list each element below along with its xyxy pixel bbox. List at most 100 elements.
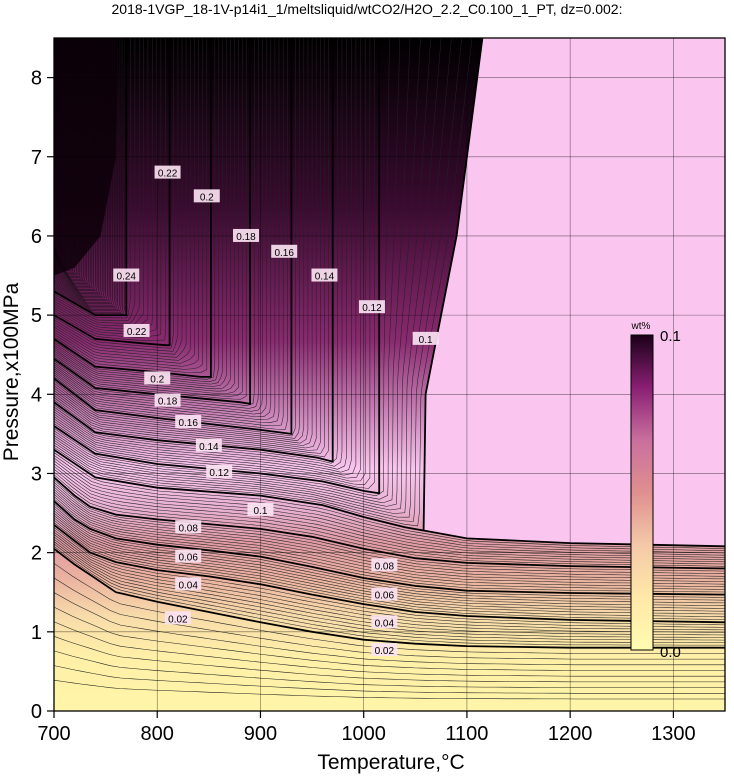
minor-contour	[54, 38, 162, 338]
minor-contour	[54, 38, 216, 380]
minor-contour	[54, 38, 166, 341]
svg-text:0.1: 0.1	[254, 506, 268, 517]
minor-contour	[54, 38, 305, 442]
x-tick-label: 1000	[341, 723, 386, 745]
svg-text:0.08: 0.08	[375, 561, 395, 572]
minor-contour	[54, 606, 725, 671]
minor-contour	[54, 463, 725, 558]
minor-contour	[54, 38, 220, 382]
major-contour-0.22	[54, 38, 171, 347]
contour-label-0.04: 0.04	[175, 577, 202, 591]
minor-contour	[54, 38, 247, 400]
minor-contour	[54, 38, 473, 527]
minor-contour	[54, 529, 725, 628]
minor-contour	[54, 38, 223, 385]
y-tick-label: 1	[31, 622, 42, 644]
minor-contour	[54, 452, 725, 549]
minor-contour	[54, 496, 725, 590]
svg-text:0.24: 0.24	[117, 272, 137, 283]
contour-label-0.04: 0.04	[371, 615, 398, 629]
minor-contour	[54, 38, 375, 489]
svg-text:0.16: 0.16	[274, 248, 294, 259]
x-tick-label: 900	[244, 723, 277, 745]
svg-text:0.2: 0.2	[150, 374, 164, 385]
plot-area: 0.02 0.02 0.04 0.04 0.06 0.06 0.08 0.08 0.1 0.1 0.…	[54, 38, 725, 711]
contour-label-0.24: 0.24	[113, 268, 140, 283]
minor-contour	[54, 592, 725, 666]
minor-contour	[54, 38, 157, 335]
contour-label-0.08: 0.08	[371, 558, 398, 572]
minor-contour	[54, 38, 411, 504]
minor-contour	[54, 38, 149, 330]
minor-contour	[54, 38, 120, 310]
y-tick-label: 2	[31, 543, 42, 565]
minor-contour	[54, 38, 174, 349]
minor-contour	[54, 38, 432, 511]
minor-contour	[54, 498, 725, 593]
minor-contour	[54, 38, 442, 514]
minor-contour	[54, 38, 361, 479]
contour-label-0.22: 0.22	[123, 323, 150, 338]
minor-contour	[54, 457, 725, 554]
minor-contour	[54, 38, 321, 451]
contour-label-0.1: 0.1	[247, 502, 274, 517]
svg-text:0.22: 0.22	[127, 327, 147, 338]
major-contour-0.12	[54, 38, 381, 495]
contour-label-0.18: 0.18	[154, 393, 181, 408]
minor-contour	[54, 38, 259, 409]
contour-label-0.18: 0.18	[233, 228, 260, 243]
minor-contour	[54, 38, 284, 427]
contour-label-0.12: 0.12	[358, 300, 385, 314]
minor-contour	[54, 522, 725, 620]
minor-contour	[54, 527, 725, 626]
minor-contour	[54, 38, 329, 458]
minor-contour	[54, 38, 231, 390]
minor-contour	[54, 38, 288, 430]
minor-contour	[54, 38, 255, 406]
minor-contour	[54, 38, 187, 358]
minor-contour	[54, 38, 390, 497]
colorbar-unit: wt%	[631, 321, 651, 332]
minor-contour	[54, 636, 725, 683]
svg-text:0.02: 0.02	[375, 646, 395, 657]
y-axis: 0 1 2 3 4 5 6 7 8	[31, 68, 54, 723]
major-contour-0.18	[54, 38, 251, 405]
contour-label-0.16: 0.16	[175, 415, 202, 429]
minor-contour	[54, 679, 725, 700]
minor-contour	[54, 38, 227, 387]
x-axis: 700 800 900 1000 1100 1200 1300	[37, 711, 696, 745]
chart-title: 2018-1VGP_18-1V-p14i1_1/meltsliquid/wtCO…	[112, 1, 623, 17]
contour-label-0.06: 0.06	[175, 549, 202, 564]
x-axis-label: Temperature,°C	[317, 751, 464, 774]
y-axis-label: Pressure,x100MPa	[0, 282, 23, 461]
svg-text:0.12: 0.12	[362, 303, 382, 314]
minor-contour	[54, 38, 463, 522]
colorbar-min-label: 0.0	[660, 644, 681, 661]
plot-frame	[53, 37, 726, 712]
minor-contour	[54, 38, 280, 423]
minor-contour	[54, 38, 208, 373]
minor-contour	[54, 493, 725, 588]
x-tick-label: 800	[141, 723, 174, 745]
x-tick-label: 700	[37, 723, 70, 745]
svg-text:0.18: 0.18	[158, 397, 178, 408]
y-tick-label: 3	[31, 463, 42, 485]
minor-contour	[54, 38, 366, 482]
contour-label-0.12: 0.12	[206, 464, 233, 479]
svg-text:0.2: 0.2	[200, 192, 214, 203]
minor-contour	[54, 38, 267, 415]
minor-contour	[54, 621, 725, 677]
minor-contour	[54, 38, 191, 361]
major-contour-0.2	[54, 38, 212, 378]
svg-text:0.06: 0.06	[375, 591, 395, 602]
minor-contour	[54, 38, 199, 367]
contour-label-0.14: 0.14	[195, 438, 222, 453]
colorbar: wt% 0.1 0.0	[630, 321, 681, 661]
minor-contour	[54, 479, 725, 572]
contour-label-0.16: 0.16	[271, 244, 298, 259]
y-tick-label: 8	[31, 68, 42, 90]
minor-contour	[54, 38, 131, 319]
minor-contour	[54, 38, 118, 309]
minor-contour	[54, 38, 296, 437]
minor-contour	[54, 38, 124, 313]
